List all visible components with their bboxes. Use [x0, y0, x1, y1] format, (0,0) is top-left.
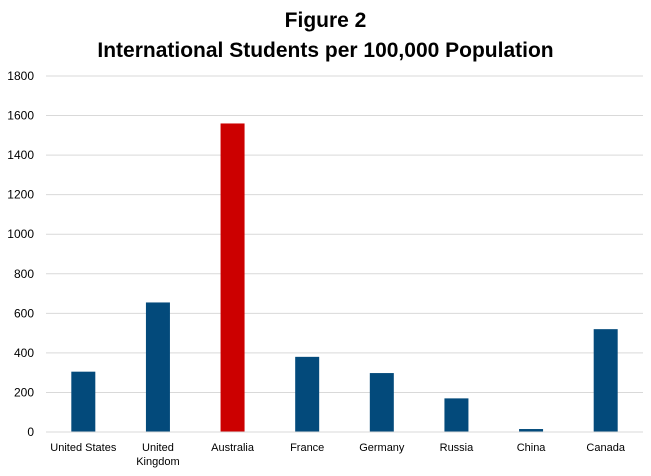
bar-united-kingdom [145, 302, 170, 432]
x-tick-label: Australia [211, 442, 255, 454]
bar-france [295, 356, 320, 432]
bar-russia [444, 398, 469, 432]
gridlines [46, 75, 643, 393]
bars [71, 123, 618, 432]
x-tick-label: United Kingdom [136, 442, 179, 468]
y-tick-label: 0 [27, 425, 34, 439]
x-tick-label: Russia [440, 442, 475, 454]
bar-united-states [71, 371, 96, 432]
x-tick-label: Canada [586, 442, 625, 454]
chart-title: Figure 2 [284, 9, 367, 32]
bar-china [519, 429, 544, 432]
y-tick-label: 800 [14, 267, 34, 281]
x-tick-label: France [290, 442, 324, 454]
y-axis-ticks: 0 200 400 600 800 1000 1200 1400 1600 1800 [7, 69, 34, 439]
y-tick-label: 1200 [7, 188, 34, 202]
y-tick-label: 200 [14, 385, 34, 399]
x-tick-label: United States [50, 442, 117, 454]
bar-canada [593, 329, 618, 432]
y-tick-label: 1800 [7, 69, 34, 83]
x-tick-label: China [517, 442, 547, 454]
chart-subtitle: International Students per 100,000 Popul… [97, 39, 554, 62]
y-tick-label: 1600 [7, 109, 34, 123]
y-tick-label: 1400 [7, 148, 34, 162]
x-tick-label: Germany [359, 442, 405, 454]
y-tick-label: 1000 [7, 227, 34, 241]
y-tick-label: 400 [14, 346, 34, 360]
bar-australia [220, 123, 245, 432]
x-axis-ticks: United States United Kingdom Australia Franc… [50, 442, 626, 468]
bar-germany [369, 373, 394, 432]
y-tick-label: 600 [14, 306, 34, 320]
chart-title-block: Figure 2 International Students per 100,… [0, 6, 651, 66]
